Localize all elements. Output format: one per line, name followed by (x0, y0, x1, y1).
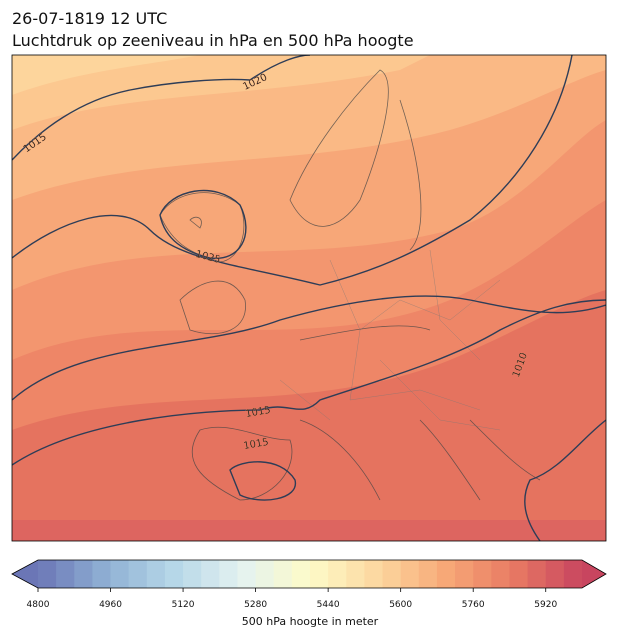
colorbar-box (110, 560, 130, 588)
colorbar-box (328, 560, 347, 588)
colorbar-box (201, 560, 220, 588)
map (12, 55, 606, 541)
colorbar-tick-label: 5760 (462, 600, 485, 610)
colorbar-tick-label: 5120 (172, 600, 195, 610)
subtitle: Luchtdruk op zeeniveau in hPa en 500 hPa… (12, 31, 414, 50)
isobar-label: 1015 (245, 405, 272, 420)
colorbar-extend-low (12, 560, 38, 588)
colorbar-box (418, 560, 438, 588)
colorbar-box (364, 560, 384, 588)
colorbar-box (219, 560, 238, 588)
colorbar-box (382, 560, 402, 588)
colorbar-box (491, 560, 510, 588)
colorbar-box (92, 560, 112, 588)
colorbar-box (237, 560, 257, 588)
colorbar-box (38, 560, 57, 588)
colorbar-box (509, 560, 529, 588)
colorbar-box (455, 560, 474, 588)
colorbar-tick-label: 5440 (317, 600, 340, 610)
colorbar-box (74, 560, 93, 588)
colorbar-box (291, 560, 311, 588)
colorbar-box (255, 560, 275, 588)
colorbar-box (273, 560, 293, 588)
colorbar-box (400, 560, 420, 588)
colorbar-extend-high (582, 560, 606, 588)
colorbar-box (545, 560, 565, 588)
title: 26-07-1819 12 UTC (12, 9, 167, 28)
colorbar-box (527, 560, 547, 588)
colorbar-tick-label: 4960 (99, 600, 122, 610)
colorbar-label: 500 hPa hoogte in meter (242, 615, 379, 628)
colorbar-tick-label: 5280 (244, 600, 267, 610)
colorbar-box (436, 560, 456, 588)
colorbar-box (310, 560, 329, 588)
colorbar-tick-label: 5600 (389, 600, 412, 610)
colorbar-box (183, 560, 202, 588)
colorbar-tick-label: 4800 (27, 600, 50, 610)
colorbar-box (346, 560, 365, 588)
isobar-label: 1015 (243, 437, 270, 452)
colorbar-box (473, 560, 492, 588)
colorbar-box (128, 560, 148, 588)
colorbar-box (56, 560, 75, 588)
colorbar-box (146, 560, 166, 588)
colorbar-box (164, 560, 184, 588)
colorbar-box (563, 560, 583, 588)
map-frame (11, 54, 607, 542)
colorbar-tick-label: 5920 (534, 600, 557, 610)
